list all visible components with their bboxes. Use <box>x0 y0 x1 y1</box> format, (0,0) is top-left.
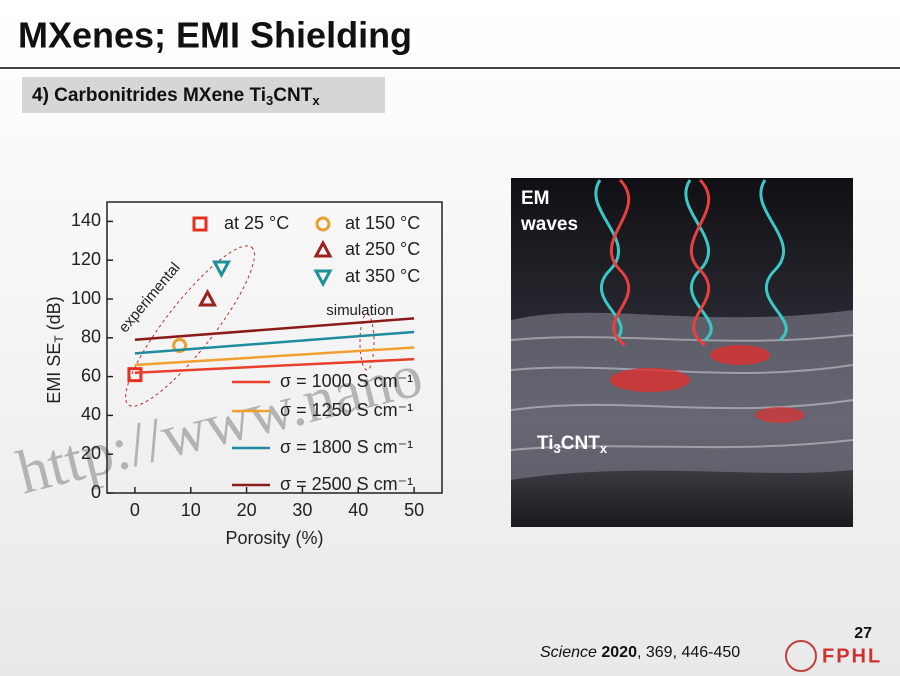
citation-journal: Science <box>540 644 597 661</box>
image-label: Ti3CNTx <box>537 433 608 456</box>
y-tick-label: 40 <box>81 404 101 424</box>
y-tick-label: 80 <box>81 327 101 347</box>
point <box>127 367 143 383</box>
slide-title: MXenes; EMI Shielding <box>18 15 412 56</box>
figure-image: EM waves Ti3CNTx <box>510 178 854 527</box>
citation-rest: , 369, 446-450 <box>637 644 740 661</box>
logo-emblem <box>785 640 817 672</box>
x-tick-label: 30 <box>292 500 312 520</box>
plot-frame <box>106 201 443 494</box>
label-sub: x <box>600 441 608 456</box>
x-axis-label: Porosity (%) <box>225 528 323 548</box>
label-text: Ti <box>537 433 554 454</box>
label-sub: 3 <box>554 441 561 456</box>
legend-label: σ = 1000 S cm⁻¹ <box>280 371 413 391</box>
legend-marker <box>192 216 208 232</box>
point <box>172 338 188 354</box>
page-number: 27 <box>854 625 872 642</box>
series-line <box>134 346 415 367</box>
y-tick-label: 60 <box>81 365 101 385</box>
subtitle-text: CNT <box>273 85 312 106</box>
x-tick-label: 0 <box>130 500 140 520</box>
y-label-text: (dB) <box>44 296 64 335</box>
y-tick-label: 20 <box>81 443 101 463</box>
y-label-text: EMI SE <box>44 343 64 404</box>
legend-marker <box>313 239 333 258</box>
y-axis-label: EMI SET (dB) <box>44 296 66 403</box>
legend-label: at 250 °C <box>345 239 420 259</box>
image-label: waves <box>520 214 578 235</box>
legend-marker <box>313 269 333 288</box>
x-tick-label: 40 <box>348 500 368 520</box>
y-label-sub: T <box>52 335 66 343</box>
y-tick-label: 140 <box>71 210 101 230</box>
subtitle-text: 4) Carbonitrides MXene Ti <box>32 85 266 106</box>
series-line <box>134 317 415 341</box>
series-line <box>134 357 415 374</box>
subtitle-sub: 3 <box>266 93 273 108</box>
legend-label: at 150 °C <box>345 213 420 233</box>
y-tick-label: 0 <box>91 482 101 502</box>
legend-label: at 25 °C <box>224 213 289 233</box>
annotation-ellipse <box>125 245 255 407</box>
series-line <box>134 330 415 355</box>
legend-label: σ = 1250 S cm⁻¹ <box>280 400 413 420</box>
legend-label: σ = 1800 S cm⁻¹ <box>280 437 413 457</box>
subtitle-box <box>22 77 385 113</box>
label-text: CNT <box>561 433 600 454</box>
point <box>197 288 218 307</box>
logo: FPHL <box>822 645 882 667</box>
image-label: EM <box>521 188 550 209</box>
legend-label: σ = 2500 S cm⁻¹ <box>280 474 413 494</box>
citation: Science 2020, 369, 446-450 <box>540 644 740 661</box>
point <box>211 260 231 279</box>
citation-year: 2020 <box>601 644 637 661</box>
legend-label: at 350 °C <box>345 266 420 286</box>
subtitle: 4) Carbonitrides MXene Ti3CNTx <box>32 85 320 108</box>
annotation: simulation <box>326 302 394 319</box>
chart: 0 10 20 30 40 50 0 20 40 60 80 100 120 140 Porosity (%… <box>44 201 443 548</box>
x-tick-label: 10 <box>181 500 201 520</box>
y-tick-label: 100 <box>71 288 101 308</box>
annotation-ellipse <box>359 313 375 371</box>
y-tick-label: 120 <box>71 249 101 269</box>
legend-marker <box>315 216 331 232</box>
x-tick-label: 50 <box>404 500 424 520</box>
x-tick-label: 20 <box>237 500 257 520</box>
subtitle-sub: x <box>312 93 320 108</box>
